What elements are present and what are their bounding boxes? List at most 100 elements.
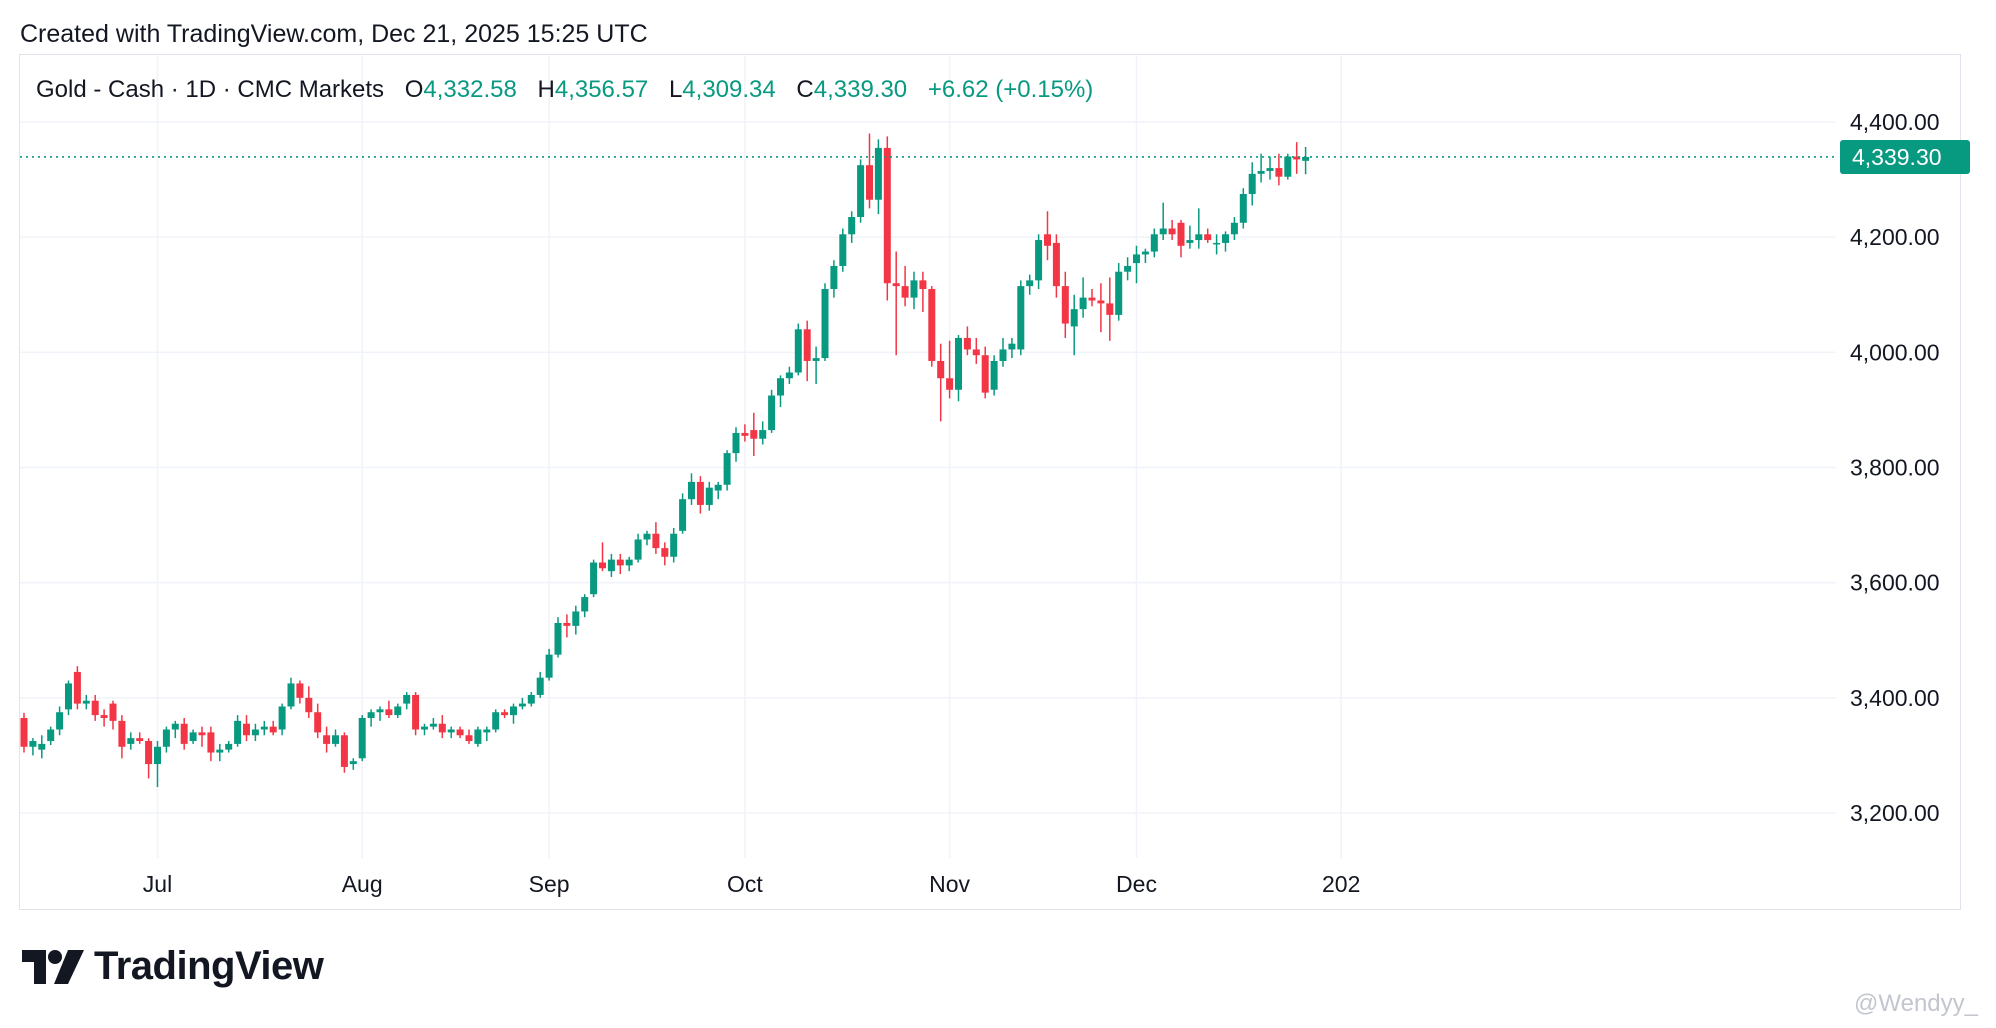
grid-lines xyxy=(20,56,1836,858)
candle-body xyxy=(429,723,437,727)
tradingview-brand[interactable]: TradingView xyxy=(22,944,324,989)
x-tick-label: Oct xyxy=(727,871,763,897)
candle xyxy=(1186,225,1194,249)
candle xyxy=(777,375,784,408)
candle xyxy=(29,738,37,756)
candle-body xyxy=(1266,168,1274,171)
candle xyxy=(839,228,847,272)
candle xyxy=(180,717,188,750)
candle-body xyxy=(127,738,135,744)
candle xyxy=(821,283,829,361)
candle xyxy=(1150,228,1158,258)
x-tick-label: Nov xyxy=(929,871,970,897)
candle-body xyxy=(1026,280,1034,287)
candle-body xyxy=(937,360,945,379)
candle-body xyxy=(1008,343,1016,350)
candle xyxy=(251,723,259,742)
candle xyxy=(1017,280,1025,356)
candle xyxy=(1239,188,1247,229)
candle-body xyxy=(688,481,695,500)
candle-body xyxy=(296,683,304,698)
candle xyxy=(581,594,589,618)
candle-body xyxy=(972,349,980,356)
candle xyxy=(38,735,46,759)
candle-body xyxy=(243,723,250,736)
candle xyxy=(305,686,313,718)
candle xyxy=(1275,153,1283,186)
candle xyxy=(1044,211,1051,261)
candle xyxy=(919,271,927,313)
chart-frame xyxy=(19,54,1961,910)
candle-body xyxy=(572,611,580,626)
candle-body xyxy=(839,234,847,266)
candle-body xyxy=(999,349,1007,361)
tradingview-wordmark: TradingView xyxy=(94,944,324,988)
candle xyxy=(785,366,793,385)
candle xyxy=(198,726,206,747)
candle-body xyxy=(990,360,998,390)
candle-body xyxy=(821,288,829,359)
open-value: 4,332.58 xyxy=(423,76,517,103)
x-tick-label: Jul xyxy=(143,871,172,897)
candle-body xyxy=(145,741,153,765)
candle xyxy=(714,481,722,500)
candle xyxy=(314,703,322,739)
high-value: 4,356.57 xyxy=(554,76,649,103)
candle xyxy=(652,522,660,554)
candle-body xyxy=(73,671,81,704)
candle xyxy=(1097,283,1105,333)
candle xyxy=(474,726,482,747)
candle xyxy=(1195,208,1203,249)
candle xyxy=(732,427,740,462)
y-tick-label: 3,800.00 xyxy=(1850,455,1940,481)
candle-body xyxy=(162,729,170,747)
candle xyxy=(794,323,802,376)
candle xyxy=(910,271,918,310)
candle-body xyxy=(1275,168,1283,177)
candle-body xyxy=(100,715,108,718)
candle xyxy=(972,337,980,364)
symbol-title[interactable]: Gold - Cash · 1D · CMC Markets xyxy=(36,76,385,103)
candle xyxy=(171,720,179,739)
candle-body xyxy=(65,683,72,710)
candle-body xyxy=(456,729,464,736)
candle-body xyxy=(216,749,224,753)
candle xyxy=(679,493,687,534)
candle xyxy=(385,700,393,718)
candle-body xyxy=(848,217,856,235)
candle-body xyxy=(527,694,535,704)
candle xyxy=(874,139,882,215)
candle xyxy=(1026,274,1034,295)
candle-body xyxy=(412,694,420,730)
candle-body xyxy=(385,709,393,716)
candle-body xyxy=(421,726,428,730)
candle xyxy=(812,346,820,385)
x-tick-label: Sep xyxy=(529,871,570,897)
candle-body xyxy=(955,337,962,390)
candle-body xyxy=(278,706,286,730)
candle xyxy=(447,726,455,739)
candle-body xyxy=(447,729,455,733)
candle-body xyxy=(332,735,339,744)
candle-body xyxy=(189,732,197,742)
candle xyxy=(225,741,233,753)
candle-body xyxy=(1293,156,1301,160)
candle xyxy=(145,738,153,779)
candle-body xyxy=(1230,222,1238,235)
candle-body xyxy=(607,559,615,572)
candle-body xyxy=(154,746,161,765)
candle-body xyxy=(305,697,313,713)
candle-body xyxy=(563,622,571,626)
candle-body xyxy=(670,533,678,557)
candle xyxy=(403,692,411,710)
candle xyxy=(162,726,170,753)
candle-body xyxy=(732,432,740,454)
candle xyxy=(928,286,936,367)
candle-body xyxy=(47,729,55,742)
candle xyxy=(1133,245,1140,284)
candle-body xyxy=(874,147,882,200)
candle xyxy=(82,694,90,710)
candle-body xyxy=(1204,234,1212,241)
candle xyxy=(510,703,517,724)
